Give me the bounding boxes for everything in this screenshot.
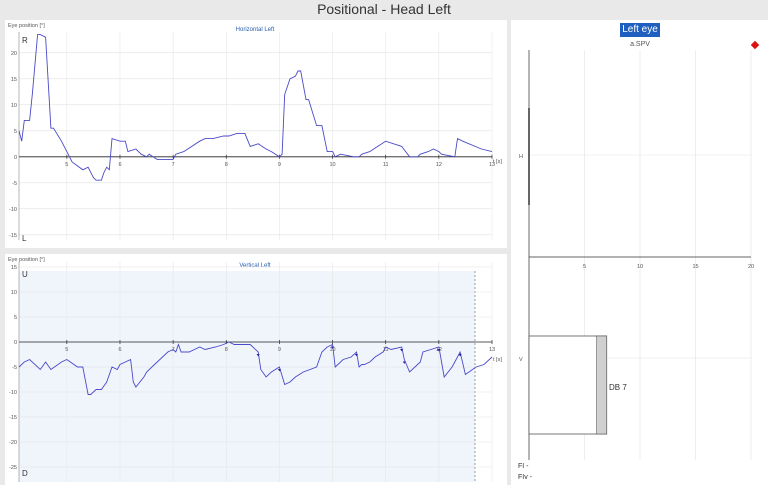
h-xtick-label: 5	[65, 162, 68, 168]
h-ylabel: Eye position [°]	[8, 23, 45, 29]
v-ytick-label: -5	[12, 365, 17, 371]
v-ylabel: Eye position [°]	[8, 257, 45, 263]
v-grid	[18, 262, 493, 482]
h-xtick-label: 12	[436, 162, 442, 168]
left-eye-tab[interactable]: Left eye	[620, 23, 660, 37]
v-ytick-label: 10	[11, 290, 17, 296]
v-ytick-label: -10	[9, 390, 17, 396]
h-ytick-label: -10	[9, 207, 17, 213]
h-ytick-label: 0	[14, 155, 17, 161]
h-ytick-label: 5	[14, 129, 17, 135]
r-v-label: V	[519, 357, 523, 363]
r-axis-ticks: 5 10 15 20	[583, 264, 754, 270]
h-xtick-label: 9	[278, 162, 281, 168]
h-xtick-label: 6	[118, 162, 121, 168]
h-xtick-label: 11	[383, 162, 389, 168]
v-selection-area[interactable]	[19, 271, 475, 482]
h-eye-trace	[18, 34, 493, 181]
v-spv-bar	[528, 335, 608, 435]
r-xtick-label: 20	[748, 264, 754, 270]
v-ytick-label: 15	[11, 265, 17, 271]
v-beat-marker	[458, 354, 462, 357]
h-xtick-label: 7	[172, 162, 175, 168]
v-xunit: t [s]	[493, 357, 502, 363]
v-ytick-label: -25	[9, 465, 17, 471]
r-xtick-label: 15	[692, 264, 698, 270]
v-xtick-label: 9	[278, 347, 281, 353]
r-h-label: H	[519, 154, 523, 160]
r-xtick-label: 5	[583, 264, 586, 270]
h-xunit: t [s]	[493, 159, 502, 165]
v-marker-up: U	[22, 270, 28, 279]
v-beat-marker	[330, 346, 335, 349]
v-bar-label: DB 7	[609, 383, 627, 392]
h-axis-ticks: 20 15 10 5 0 -5 -10 -15 5 6 7 8 9 10 11 12 13	[9, 51, 495, 239]
h-ytick-label: -5	[12, 181, 17, 187]
v-ytick-label: 5	[14, 315, 17, 321]
spv-metric-label: a.SPV	[630, 41, 650, 48]
h-xtick-label: 10	[329, 162, 335, 168]
v-xtick-label: 13	[489, 347, 495, 353]
window-title: Positional - Head Left	[317, 1, 451, 17]
v-marker-down: D	[22, 469, 28, 478]
v-ytick-label: -15	[9, 415, 17, 421]
vertical-position-chart: Eye position [°] Vertical Left U D t [s]…	[5, 254, 507, 485]
v-eye-trace	[18, 341, 493, 395]
v-xtick-label: 8	[225, 347, 228, 353]
v-beat-marker	[277, 369, 282, 372]
v-xtick-label: 10	[329, 347, 335, 353]
v-beat-marker	[437, 349, 441, 352]
v-beat-marker	[400, 349, 404, 352]
horizontal-position-chart: Eye position [°] Horizontal Left R L t […	[5, 20, 507, 248]
h-xtick-label: 13	[489, 162, 495, 168]
v-ytick-label: 0	[14, 340, 17, 346]
h-ytick-label: 10	[11, 103, 17, 109]
v-spv-bar-cap	[596, 335, 607, 435]
h-ytick-label: 20	[11, 51, 17, 57]
h-chart-title: Horizontal Left	[236, 27, 275, 33]
h-marker-right: R	[22, 36, 28, 45]
v-beat-marker	[402, 361, 406, 364]
v-chart-title: Vertical Left	[239, 263, 271, 269]
r-xtick-label: 10	[637, 264, 643, 270]
spv-summary-panel: H V 5 10 15 20 DB 7	[511, 20, 768, 485]
v-xtick-label: 5	[65, 347, 68, 353]
v-beat-markers	[256, 346, 462, 372]
fiv-label: FIv -	[518, 474, 532, 481]
h-marker-left: L	[22, 234, 27, 243]
h-ytick-label: -15	[9, 233, 17, 239]
v-xtick-label: 6	[118, 347, 121, 353]
v-xtick-label: 11	[383, 347, 389, 353]
h-xtick-label: 8	[225, 162, 228, 168]
fi-label: FI -	[518, 463, 529, 470]
h-ytick-label: 15	[11, 77, 17, 83]
h-grid	[18, 32, 493, 240]
v-beat-marker	[256, 354, 260, 357]
r-bars	[528, 335, 608, 435]
v-beat-marker	[354, 354, 359, 357]
v-ytick-label: -20	[9, 440, 17, 446]
